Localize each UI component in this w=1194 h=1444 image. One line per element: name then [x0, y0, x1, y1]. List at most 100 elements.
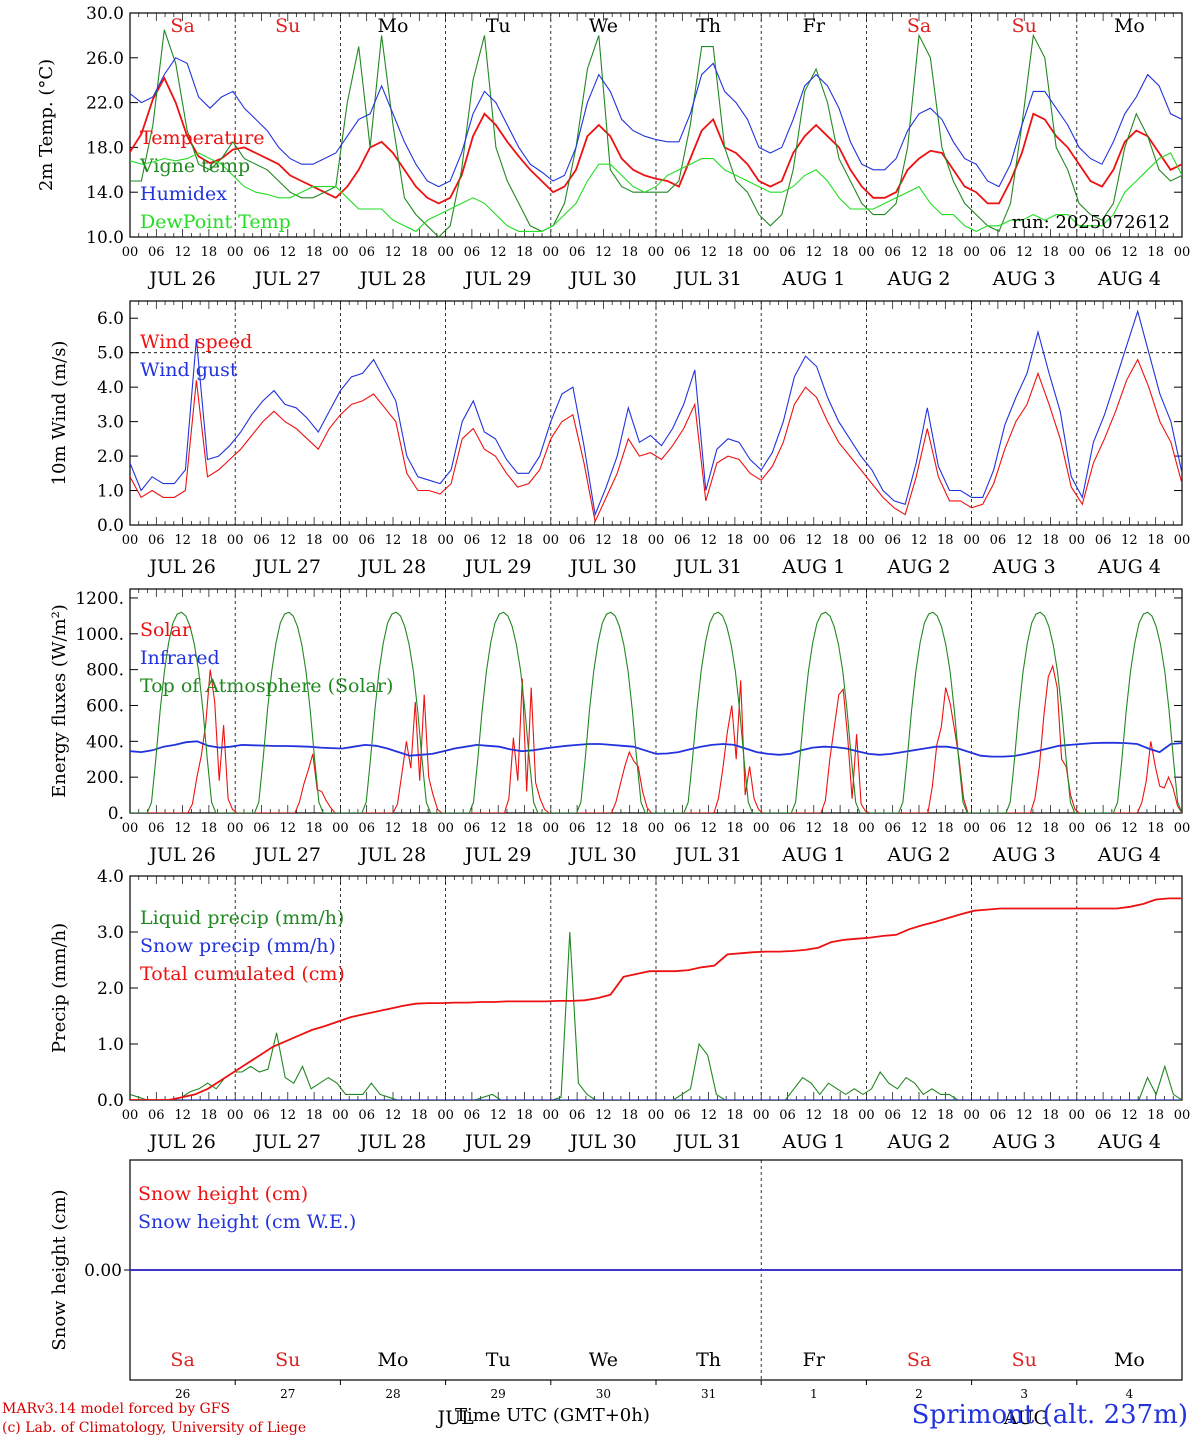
hour-tick-label: 00 — [543, 245, 560, 260]
hour-tick-label: 12 — [385, 821, 402, 836]
date-label: JUL 28 — [358, 1131, 426, 1153]
hour-tick-label: 12 — [1016, 245, 1033, 260]
day-number: 3 — [1020, 1387, 1028, 1401]
date-label: AUG 1 — [781, 844, 845, 866]
hour-tick-label: 00 — [122, 821, 139, 836]
hour-tick-label: 06 — [569, 1108, 586, 1123]
hour-tick-label: 12 — [280, 1108, 297, 1123]
date-label: AUG 2 — [886, 556, 950, 578]
weekday-label: Tu — [486, 15, 511, 37]
hour-tick-label: 00 — [963, 821, 980, 836]
hour-tick-label: 18 — [832, 1108, 849, 1123]
hour-tick-label: 00 — [332, 1108, 349, 1123]
hour-tick-label: 12 — [1121, 245, 1138, 260]
hour-tick-label: 00 — [753, 533, 770, 548]
date-label: AUG 4 — [1097, 844, 1161, 866]
date-label: AUG 2 — [886, 844, 950, 866]
y-axis-label: 2m Temp. (°C) — [36, 59, 57, 191]
weekday-label: Sa — [907, 15, 931, 37]
hour-tick-label: 12 — [595, 821, 612, 836]
hour-tick-label: 12 — [595, 533, 612, 548]
hour-tick-label: 00 — [437, 1108, 454, 1123]
hour-tick-label: 00 — [437, 245, 454, 260]
hour-tick-label: 12 — [1121, 533, 1138, 548]
series-line-temperature — [130, 75, 1182, 205]
weekday-label: Mo — [1114, 1349, 1145, 1371]
legend-entry: Temperature — [140, 127, 264, 149]
hour-tick-label: 00 — [332, 533, 349, 548]
hour-tick-label: 06 — [253, 245, 270, 260]
weekday-label: Mo — [378, 1349, 409, 1371]
weekday-label: Su — [1012, 15, 1037, 37]
y-tick-label: 26.0 — [86, 49, 124, 69]
hour-tick-label: 12 — [911, 245, 928, 260]
legend-entry: Top of Atmosphere (Solar) — [140, 675, 393, 697]
date-label: JUL 29 — [463, 844, 531, 866]
date-label: JUL 27 — [253, 844, 321, 866]
hour-tick-label: 06 — [148, 245, 165, 260]
y-tick-label: 6.0 — [97, 309, 124, 329]
hour-tick-label: 06 — [148, 1108, 165, 1123]
legend-entry: Total cumulated (cm) — [140, 963, 345, 985]
date-label: JUL 31 — [673, 844, 741, 866]
panel-4: 0.0 1.0 2.0 3.0 4.0 Precip (mm/h) 00 06 12 18 JUL … — [49, 867, 1190, 1153]
hour-tick-label: 12 — [174, 533, 191, 548]
hour-tick-label: 00 — [122, 533, 139, 548]
weekday-label: Tu — [486, 1349, 511, 1371]
hour-tick-label: 06 — [990, 245, 1007, 260]
hour-tick-label: 18 — [1042, 245, 1059, 260]
hour-tick-label: 00 — [753, 245, 770, 260]
y-tick-label: 1.0 — [97, 1035, 124, 1055]
hour-tick-label: 18 — [937, 1108, 954, 1123]
panel-5: 0.00 Snow height (cm) Snow height (cm) Snow… — [49, 1159, 1183, 1429]
hour-tick-label: 06 — [358, 821, 375, 836]
date-label: JUL 26 — [147, 268, 215, 290]
hour-tick-label: 06 — [674, 821, 691, 836]
date-label: JUL 28 — [358, 268, 426, 290]
weekday-label: Sa — [170, 1349, 194, 1371]
hour-tick-label: 06 — [464, 533, 481, 548]
hour-tick-label: 00 — [332, 245, 349, 260]
model-credit: MARv3.14 model forced by GFS — [2, 1401, 231, 1417]
hour-tick-label: 00 — [963, 1108, 980, 1123]
hour-tick-label: 00 — [437, 821, 454, 836]
hour-tick-label: 18 — [727, 821, 744, 836]
y-tick-label: 22.0 — [86, 94, 124, 114]
hour-tick-label: 18 — [621, 1108, 638, 1123]
hour-tick-label: 06 — [674, 245, 691, 260]
hour-tick-label: 18 — [727, 1108, 744, 1123]
hour-tick-label: 00 — [1069, 1108, 1086, 1123]
date-label: AUG 3 — [992, 1131, 1056, 1153]
date-label: JUL 26 — [147, 844, 215, 866]
legend-entry: Infrared — [140, 647, 220, 669]
date-label: JUL 30 — [568, 268, 636, 290]
weekday-label: Th — [696, 15, 721, 37]
series-line-humidex — [130, 57, 1182, 188]
hour-tick-label: 00 — [227, 245, 244, 260]
weekday-label: We — [589, 1349, 618, 1371]
station-name: Sprimont (alt. 237m) — [911, 1400, 1188, 1430]
hour-tick-label: 06 — [464, 821, 481, 836]
series-line-infrared — [130, 740, 1182, 758]
hour-tick-label: 00 — [648, 533, 665, 548]
date-label: AUG 4 — [1097, 1131, 1161, 1153]
y-tick-label: 200. — [86, 768, 124, 788]
y-tick-label: 5.0 — [97, 344, 124, 364]
series-line-dewpoint-temp — [130, 152, 1182, 233]
hour-tick-label: 00 — [227, 821, 244, 836]
hour-tick-label: 06 — [884, 533, 901, 548]
hour-tick-label: 18 — [411, 1108, 428, 1123]
month-label: AUG — [1003, 1407, 1049, 1429]
weekday-label: Fr — [803, 1349, 826, 1371]
month-label: JUL — [435, 1407, 474, 1429]
hour-tick-label: 12 — [490, 533, 507, 548]
y-tick-label: 3.0 — [97, 413, 124, 433]
hour-tick-label: 12 — [490, 245, 507, 260]
time-axis-title: Time UTC (GMT+0h) — [455, 1405, 650, 1426]
hour-tick-label: 06 — [884, 821, 901, 836]
hour-tick-label: 18 — [306, 245, 323, 260]
legend-entry: Liquid precip (mm/h) — [140, 907, 344, 929]
hour-tick-label: 00 — [753, 1108, 770, 1123]
panel-1: 10.0 14.0 18.0 22.0 26.0 30.0 2m Temp. (°C) 00 0… — [36, 4, 1190, 290]
